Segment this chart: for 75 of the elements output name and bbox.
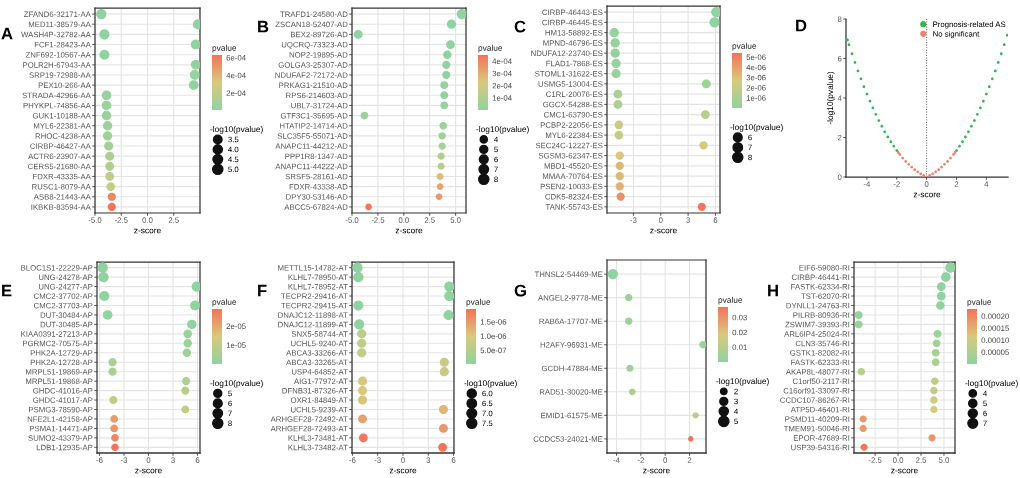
point xyxy=(946,160,949,163)
point xyxy=(967,130,970,134)
point xyxy=(901,156,905,160)
x-axis-title: z-score xyxy=(395,228,423,234)
color-bar-title: pvalue xyxy=(967,298,992,307)
point xyxy=(877,119,881,122)
point xyxy=(880,124,884,128)
x-axis-title: z-score xyxy=(134,228,161,234)
legend-title: -log10(pvalue) xyxy=(716,378,769,386)
point xyxy=(883,130,887,134)
point xyxy=(978,106,982,110)
point xyxy=(874,113,878,116)
point xyxy=(919,172,923,176)
point xyxy=(862,85,866,89)
point xyxy=(889,140,893,144)
legend-title: -log10(pvalue) xyxy=(965,380,1018,388)
legend-title: -log10(pvalue) xyxy=(476,126,529,134)
point xyxy=(993,69,997,73)
point xyxy=(976,113,979,116)
text: A xyxy=(1,27,13,40)
point xyxy=(999,52,1003,56)
point xyxy=(847,43,851,47)
color-bar-title: pvalue xyxy=(212,298,237,307)
text: E xyxy=(2,284,12,297)
color-bar-title: pvalue xyxy=(718,296,743,305)
legend-title: -log10(pvalue) xyxy=(210,126,263,134)
x-axis-title: z-score xyxy=(650,228,677,234)
point xyxy=(910,165,914,169)
point xyxy=(949,156,952,160)
point xyxy=(846,38,849,42)
point xyxy=(973,119,976,122)
point xyxy=(922,174,926,177)
point xyxy=(958,144,961,148)
point xyxy=(996,61,1000,64)
text: H xyxy=(768,284,778,297)
point xyxy=(987,85,991,89)
point xyxy=(940,165,943,169)
point xyxy=(904,160,908,163)
point xyxy=(937,168,940,172)
color-bar-title: pvalue xyxy=(212,44,237,53)
point xyxy=(931,172,934,176)
point xyxy=(916,170,920,174)
color-bar-title: pvalue xyxy=(732,42,757,51)
point xyxy=(961,140,964,144)
legend-title: -log10(pvalue) xyxy=(730,124,783,132)
point xyxy=(907,162,911,166)
point xyxy=(1002,43,1006,47)
point xyxy=(964,135,967,139)
color-bar-title: pvalue xyxy=(466,298,491,307)
x-axis-title: z-score xyxy=(389,468,417,474)
text: C xyxy=(514,20,526,33)
legend-title: -log10(pvalue) xyxy=(464,380,517,388)
point xyxy=(984,92,988,96)
point xyxy=(970,124,973,128)
point xyxy=(981,99,985,103)
text: B xyxy=(258,20,269,33)
point xyxy=(913,168,917,172)
text: F xyxy=(258,284,267,297)
point xyxy=(943,162,946,166)
text: G xyxy=(514,284,526,297)
point xyxy=(990,77,994,81)
color-bar-title: pvalue xyxy=(478,44,503,53)
x-axis-title: z-score xyxy=(135,468,162,474)
point xyxy=(853,61,857,64)
point xyxy=(928,174,931,177)
point xyxy=(892,144,896,148)
chart-title: D xyxy=(796,19,807,32)
x-axis-title: z-score xyxy=(913,192,941,198)
point xyxy=(850,52,854,56)
point xyxy=(1005,33,1008,37)
legend-title: -log10(pvalue) xyxy=(210,380,263,388)
y-axis-title: -log10(pvalue) xyxy=(826,71,835,125)
x-axis-title: z-score xyxy=(891,468,918,474)
x-axis-title: z-score xyxy=(643,468,670,474)
point xyxy=(934,170,937,174)
